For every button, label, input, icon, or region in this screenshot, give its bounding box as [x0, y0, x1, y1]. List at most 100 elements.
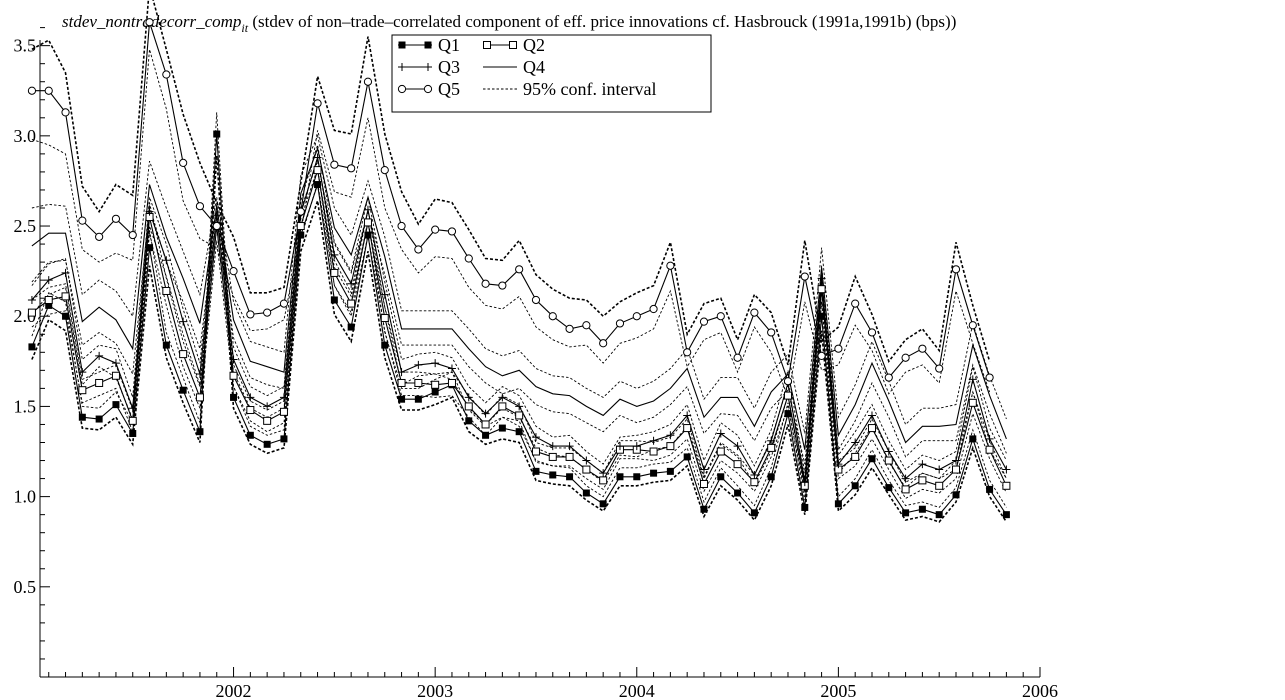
marker-q2: [851, 452, 860, 461]
marker-q2: [750, 478, 759, 487]
marker-q1: [129, 429, 137, 437]
marker-q2: [279, 407, 288, 416]
marker-q5: [733, 353, 742, 362]
marker-q2: [733, 460, 742, 469]
marker-q2: [666, 442, 675, 451]
marker-q5: [447, 227, 457, 236]
marker-q2: [481, 420, 490, 429]
marker-q3: [867, 411, 876, 420]
marker-q5: [599, 339, 608, 348]
marker-q3: [246, 393, 255, 402]
marker-q2: [716, 447, 725, 456]
marker-q5: [330, 160, 339, 169]
marker-q5: [632, 312, 641, 321]
confidence-band-line: [31, 159, 1007, 465]
marker-q3: [330, 250, 339, 259]
marker-q1: [28, 343, 36, 351]
marker-q1: [364, 231, 372, 239]
legend-label: Q4: [523, 57, 545, 77]
marker-q1: [246, 431, 254, 439]
marker-q1: [784, 410, 792, 418]
marker-q1: [633, 473, 641, 481]
marker-q1: [78, 413, 86, 421]
marker-q1: [498, 424, 506, 432]
marker-q3: [935, 465, 944, 474]
marker-q5: [195, 202, 205, 211]
marker-q2: [935, 481, 944, 490]
legend-label: 95% conf. interval: [523, 79, 656, 99]
series-line-q1: [31, 133, 1007, 516]
marker-q3: [431, 359, 440, 368]
marker-q2: [313, 166, 322, 175]
legend: Q1 Q2 Q3 Q4 Q5 95% conf. interval: [391, 34, 712, 113]
legend-box: [391, 34, 712, 113]
marker-q5: [935, 364, 944, 373]
marker-q2: [582, 465, 591, 474]
y-tick-label: 3.0: [14, 126, 37, 146]
marker-q3: [61, 268, 70, 277]
marker-q1: [330, 296, 338, 304]
marker-q3: [851, 438, 860, 447]
marker-q5: [582, 321, 591, 330]
legend-marker: [509, 41, 517, 49]
marker-q2: [548, 452, 557, 461]
y-tick-label: 3.5: [14, 36, 37, 56]
marker-q5: [363, 77, 373, 86]
marker-q5: [464, 254, 473, 263]
marker-q2: [565, 452, 574, 461]
marker-q5: [61, 108, 70, 117]
marker-q2: [27, 308, 36, 317]
legend-item-q5: Q5: [397, 79, 460, 99]
marker-q5: [968, 321, 977, 330]
series-line-q5: [31, 22, 991, 382]
marker-q3: [95, 351, 104, 360]
marker-q3: [750, 470, 759, 479]
marker-q2: [229, 371, 238, 380]
legend-item-q1: Q1: [398, 35, 460, 55]
confidence-band-line: [31, 182, 1007, 500]
marker-q5: [649, 304, 658, 314]
marker-q1: [515, 428, 523, 436]
marker-q3: [767, 436, 776, 445]
y-tick-label: 1.0: [14, 487, 37, 507]
marker-q5: [666, 261, 675, 270]
marker-q5: [44, 86, 53, 95]
marker-q3: [27, 295, 36, 304]
marker-q2: [95, 378, 104, 387]
marker-q3: [397, 368, 406, 377]
marker-q5: [111, 214, 121, 223]
marker-q2: [111, 371, 120, 380]
y-tick-label: 0.5: [14, 577, 37, 597]
marker-q3: [599, 469, 608, 478]
legend-label: Q5: [438, 79, 460, 99]
plot-area: 2002 2003 2004 2005 20060.51.01.52.02.53.03.…: [14, 0, 1058, 700]
title-description: (stdev of non–trade–correlated component…: [248, 12, 956, 31]
marker-q1: [146, 244, 154, 252]
marker-q1: [767, 473, 775, 481]
confidence-band-line: [31, 134, 1007, 434]
marker-q1: [549, 471, 557, 479]
legend-label: Q3: [438, 57, 460, 77]
marker-q5: [431, 225, 440, 234]
marker-q1: [650, 469, 658, 477]
marker-q1: [1002, 511, 1010, 519]
marker-q2: [515, 411, 524, 420]
marker-q1: [717, 473, 725, 481]
marker-q3: [78, 368, 87, 377]
marker-q1: [750, 509, 758, 517]
marker-q2: [918, 476, 927, 485]
x-tick-label: 2006: [1022, 681, 1058, 700]
y-tick-label: 2.5: [14, 216, 37, 236]
legend-marker: [398, 41, 406, 49]
marker-q1: [952, 491, 960, 499]
marker-q3: [279, 393, 288, 402]
marker-q5: [750, 308, 759, 317]
marker-q2: [901, 485, 910, 494]
x-tick-label: 2002: [216, 681, 252, 700]
marker-q5: [951, 265, 961, 274]
marker-q3: [162, 256, 171, 265]
marker-q1: [213, 130, 221, 138]
marker-q2: [817, 285, 826, 294]
confidence-band-line: [31, 155, 1008, 523]
marker-q5: [767, 328, 776, 337]
